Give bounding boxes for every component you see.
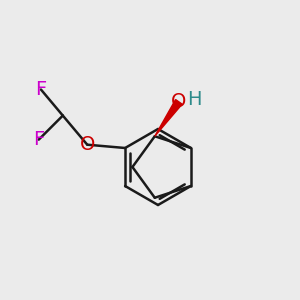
- Polygon shape: [155, 100, 182, 136]
- Text: O: O: [80, 135, 95, 154]
- Text: O: O: [171, 92, 187, 111]
- Text: F: F: [35, 80, 46, 99]
- Text: F: F: [33, 130, 44, 149]
- Text: H: H: [188, 90, 202, 110]
